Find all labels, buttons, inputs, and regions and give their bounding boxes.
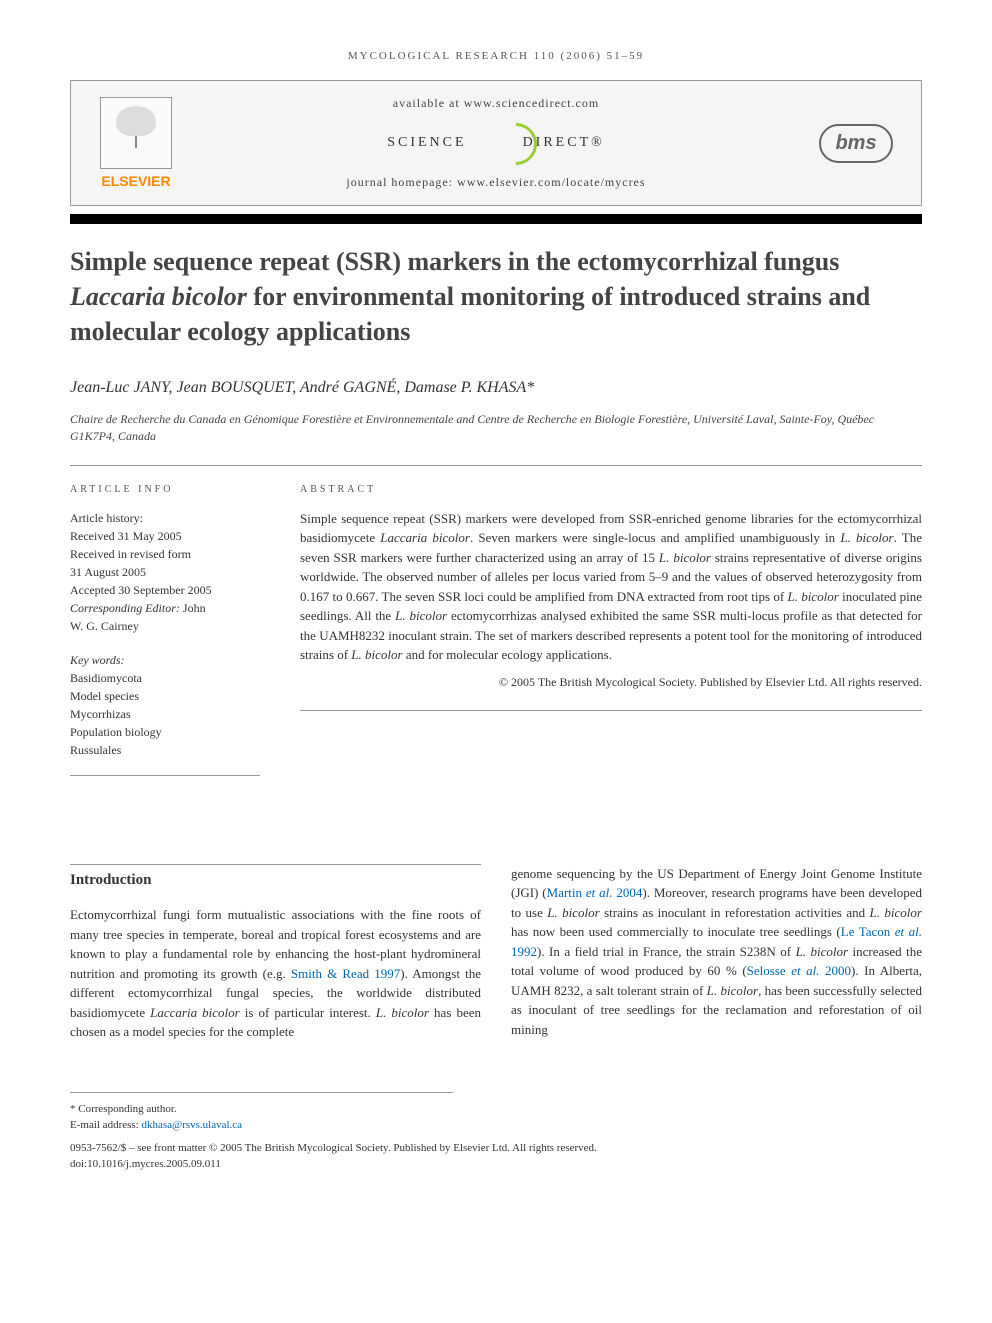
article-title: Simple sequence repeat (SSR) markers in … [70, 244, 922, 349]
editor-label: Corresponding Editor: [70, 601, 180, 615]
editor-name-1: John [183, 601, 206, 615]
corresponding-author: * Corresponding author. [70, 1101, 453, 1118]
elsevier-tree-icon [100, 97, 172, 169]
sd-swirl-icon [475, 123, 515, 163]
bottom-metadata: 0953-7562/$ – see front matter © 2005 Th… [70, 1140, 922, 1173]
abstract-heading: ABSTRACT [300, 484, 922, 495]
elsevier-text: ELSEVIER [91, 173, 181, 189]
running-header: MYCOLOGICAL RESEARCH 110 (2006) 51–59 [70, 50, 922, 62]
abstract-copyright: © 2005 The British Mycological Society. … [300, 675, 922, 690]
keywords-label: Key words: [70, 651, 260, 669]
journal-homepage: journal homepage: www.elsevier.com/locat… [181, 175, 811, 190]
email-label: E-mail address: [70, 1119, 141, 1131]
email-link[interactable]: dkhasa@rsvs.ulaval.ca [141, 1119, 242, 1131]
bms-logo: bms [811, 124, 901, 163]
issn-copyright: 0953-7562/$ – see front matter © 2005 Th… [70, 1140, 922, 1157]
authors-list: Jean-Luc JANY, Jean BOUSQUET, André GAGN… [70, 379, 922, 397]
introduction-heading: Introduction [70, 864, 481, 892]
editor-name-2: W. G. Cairney [70, 617, 260, 635]
keywords-block: Key words: Basidiomycota Model species M… [70, 651, 260, 759]
body-column-right: genome sequencing by the US Department o… [511, 864, 922, 1042]
article-history-block: Article history: Received 31 May 2005 Re… [70, 509, 260, 635]
keyword-3: Mycorrhizas [70, 705, 260, 723]
journal-header-box: ELSEVIER available at www.sciencedirect.… [70, 80, 922, 206]
intro-paragraph-left: Ectomycorrhizal fungi form mutualistic a… [70, 905, 481, 1042]
doi: doi:10.1016/j.mycres.2005.09.011 [70, 1156, 922, 1173]
revised-date: 31 August 2005 [70, 563, 260, 581]
keyword-4: Population biology [70, 723, 260, 741]
accepted-date: Accepted 30 September 2005 [70, 581, 260, 599]
revised-label: Received in revised form [70, 545, 260, 563]
keyword-2: Model species [70, 687, 260, 705]
title-separator-bar [70, 214, 922, 224]
body-column-left: Introduction Ectomycorrhizal fungi form … [70, 864, 481, 1042]
elsevier-logo: ELSEVIER [91, 97, 181, 189]
history-label: Article history: [70, 509, 260, 527]
article-info-heading: ARTICLE INFO [70, 484, 260, 495]
received-date: Received 31 May 2005 [70, 527, 260, 545]
science-direct-logo: SCIENCE DIRECT® [387, 123, 605, 163]
footnotes: * Corresponding author. E-mail address: … [70, 1092, 453, 1134]
keyword-5: Russulales [70, 741, 260, 759]
abstract-bottom-rule [300, 710, 922, 711]
article-info-column: ARTICLE INFO Article history: Received 3… [70, 484, 260, 776]
intro-paragraph-right: genome sequencing by the US Department o… [511, 864, 922, 1040]
info-bottom-rule [70, 775, 260, 776]
abstract-column: ABSTRACT Simple sequence repeat (SSR) ma… [300, 484, 922, 776]
abstract-text: Simple sequence repeat (SSR) markers wer… [300, 509, 922, 665]
keyword-1: Basidiomycota [70, 669, 260, 687]
available-at-text: available at www.sciencedirect.com [181, 96, 811, 111]
sd-left-text: SCIENCE [387, 135, 466, 151]
affiliation: Chaire de Recherche du Canada en Génomiq… [70, 411, 922, 445]
bms-badge-icon: bms [819, 124, 892, 163]
